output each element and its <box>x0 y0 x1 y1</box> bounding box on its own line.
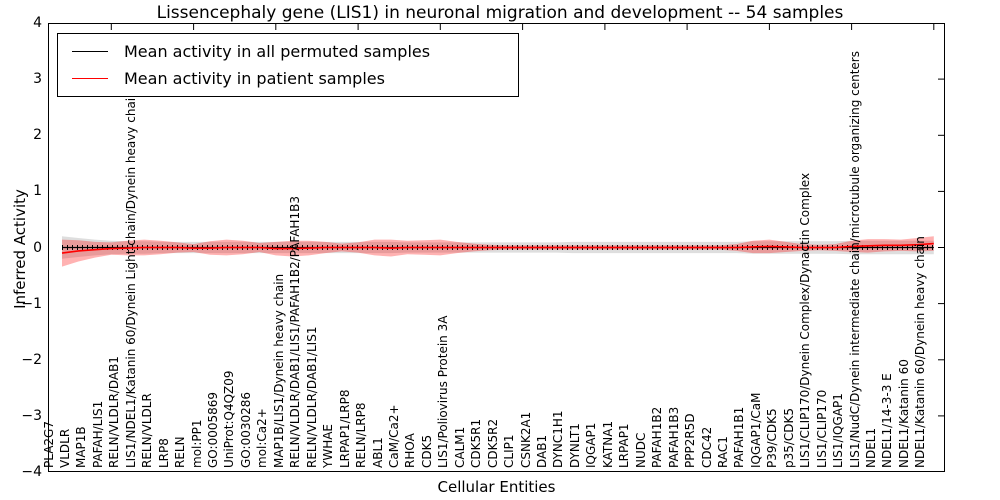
y-tick-label: 3 <box>33 71 42 88</box>
x-category-label: RELN/VLDLR/DAB1 <box>107 356 122 468</box>
plot-canvas <box>61 23 945 472</box>
x-category-label: p35/CDK5 <box>781 407 796 468</box>
x-category-label: NDEL1 <box>864 427 878 468</box>
x-category-label: LRPAP1/LRP8 <box>337 389 352 468</box>
x-category-label: DYNLT1 <box>567 423 582 468</box>
x-category-label: PLA2G7 <box>41 421 56 468</box>
x-category-label: LIS1/Poliovirus Protein 3A <box>436 315 451 468</box>
x-category-label: DYNC1H1 <box>551 410 566 468</box>
x-category-label: PAFAH1B2 <box>650 406 665 468</box>
chart-title: Lissencephaly gene (LIS1) in neuronal mi… <box>156 3 844 23</box>
y-tick-label: 0 <box>33 239 42 256</box>
x-category-label: RELN/LRP8 <box>354 402 369 468</box>
x-category-label: CDK5 <box>419 434 434 468</box>
legend-box: Mean activity in all permuted samples Me… <box>57 33 519 97</box>
x-category-label: LRP8 <box>156 438 171 468</box>
x-category-label: IQGAP1/CaM <box>748 392 763 469</box>
x-axis-label: Cellular Entities <box>437 478 556 496</box>
x-category-label: CDK5R1 <box>469 418 484 468</box>
x-category-label: NDEL1/Katanin 60/Dynein heavy chain <box>913 236 928 468</box>
x-category-label: MAP1B <box>74 426 89 468</box>
x-category-label: CDC42 <box>699 426 714 468</box>
y-tick-label: 2 <box>33 127 42 144</box>
legend-item-permuted: Mean activity in all permuted samples <box>58 42 518 61</box>
x-category-label: ABL1 <box>370 437 385 468</box>
x-category-label: NDEL1/Katanin 60 <box>896 359 911 468</box>
x-category-label: PAFAH/LIS1 <box>90 400 105 468</box>
x-category-label: CaM/Ca2+ <box>386 404 401 468</box>
x-category-label: VLDLR <box>57 428 72 468</box>
x-category-label: GO:0030286 <box>238 391 253 468</box>
x-category-label: RELN/VLDLR/DAB1/LIS1/PAFAH1B2/PAFAH1B3 <box>288 196 303 468</box>
x-category-label: RAC1 <box>715 436 730 468</box>
x-category-label: IQGAP1 <box>584 422 599 468</box>
y-tick-label: −1 <box>21 295 42 312</box>
y-tick-label: 1 <box>33 183 42 200</box>
legend-item-patient: Mean activity in patient samples <box>58 69 518 88</box>
x-category-label: NDEL1/14-3-3 E <box>880 373 895 468</box>
x-category-label: mol:Ca2+ <box>255 408 270 468</box>
x-category-label: CSNK2A1 <box>518 411 533 468</box>
x-category-label: GO:0005869 <box>206 391 220 468</box>
y-tick-label: 4 <box>33 15 42 31</box>
x-category-label: PAFAH1B3 <box>666 406 681 468</box>
x-category-label: MAP1B/LIS1/Dynein heavy chain <box>271 273 286 468</box>
y-tick-label: −3 <box>21 407 42 424</box>
patient-std-band <box>62 236 934 267</box>
x-category-label: YWHAE <box>321 423 336 468</box>
x-category-label: CALM1 <box>452 426 467 468</box>
y-tick-label: −4 <box>21 464 42 480</box>
x-category-label: LIS1/NDEL1/Katanin 60/Dynein Light chain… <box>123 90 138 468</box>
x-category-label: KATNA1 <box>600 420 615 468</box>
x-category-label: CDK5R2 <box>485 418 500 468</box>
x-category-label: LIS1/CLIP170/Dynein Complex/Dynactin Com… <box>798 172 813 468</box>
x-category-label: LIS1/CLIP170 <box>814 389 829 468</box>
x-category-label: RELN <box>173 436 188 468</box>
x-category-label: NUDC <box>633 432 648 468</box>
patient-mean-line <box>61 242 934 254</box>
legend-label-patient: Mean activity in patient samples <box>124 69 385 88</box>
legend-label-permuted: Mean activity in all permuted samples <box>124 42 431 61</box>
y-tick-label: −2 <box>21 351 42 368</box>
x-category-label: DAB1 <box>535 434 549 468</box>
x-category-label: PPP2R5D <box>683 413 698 468</box>
black-line-swatch-icon <box>72 51 108 52</box>
x-category-label: LIS1/NudC/Dynein intermediate chain/micr… <box>847 51 862 468</box>
x-category-label: UniProt:Q4QZ09 <box>222 370 237 468</box>
x-category-label: LIS1/IQGAP1 <box>831 393 846 468</box>
x-category-label: P39/CDK5 <box>765 408 780 468</box>
x-category-label: PAFAH1B1 <box>732 406 747 468</box>
x-category-label: mol:PP1 <box>189 419 204 468</box>
x-category-label: RELN/VLDLR <box>140 393 155 468</box>
x-category-label: RELN/VLDLR/DAB1/LIS1 <box>304 326 319 468</box>
x-category-label: CLIP1 <box>502 434 517 468</box>
x-category-label: LRPAP1 <box>617 423 632 468</box>
x-category-label: RHOA <box>403 433 418 468</box>
red-line-swatch-icon <box>72 78 108 79</box>
